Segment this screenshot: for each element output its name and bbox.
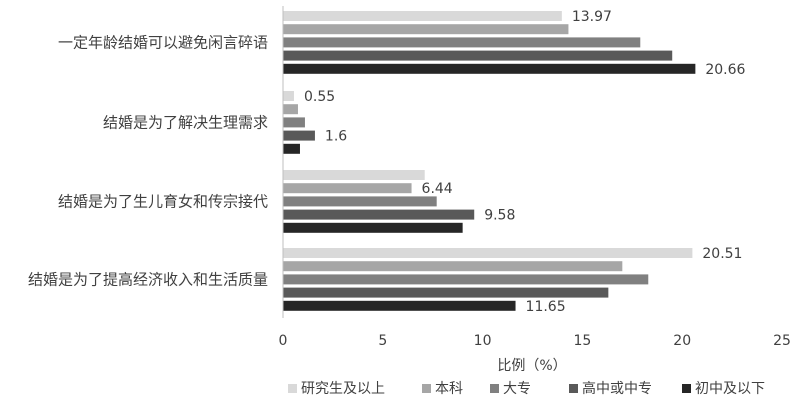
bar <box>283 183 412 194</box>
data-label: 9.58 <box>484 208 515 224</box>
x-tick-label: 15 <box>573 333 591 349</box>
category-label: 一定年龄结婚可以避免闲言碎语 <box>58 33 268 51</box>
x-tick-label: 10 <box>474 333 492 349</box>
data-label: 13.97 <box>572 9 612 25</box>
bar <box>283 300 516 311</box>
bar <box>283 143 300 154</box>
legend-label: 本科 <box>435 381 463 397</box>
bar <box>283 91 294 101</box>
bar <box>283 104 298 115</box>
data-label: 20.51 <box>702 246 742 262</box>
bar <box>283 196 437 207</box>
legend-label: 研究生及以上 <box>301 381 385 397</box>
data-label: 0.55 <box>304 89 335 105</box>
bar <box>283 50 673 61</box>
x-tick-label: 25 <box>773 333 791 349</box>
bar <box>283 63 696 74</box>
category-label: 结婚是为了解决生理需求 <box>103 113 268 131</box>
bar <box>283 130 315 141</box>
bar <box>283 117 305 128</box>
bar <box>283 261 623 272</box>
category-label: 结婚是为了生儿育女和传宗接代 <box>58 192 268 210</box>
bar <box>283 11 562 21</box>
legend-label: 初中及以下 <box>695 380 765 397</box>
data-label: 6.44 <box>422 181 453 197</box>
x-tick-label: 0 <box>279 333 288 349</box>
bar <box>283 170 425 180</box>
data-label: 1.6 <box>325 129 347 145</box>
category-labels: 一定年龄结婚可以避免闲言碎语结婚是为了解决生理需求结婚是为了生儿育女和传宗接代结… <box>28 33 268 288</box>
x-axis-ticks: 0 5 10 15 20 25 <box>279 333 791 349</box>
legend-swatch <box>422 384 431 393</box>
x-tick-label: 20 <box>673 333 691 349</box>
data-label: 11.65 <box>526 299 566 315</box>
bar <box>283 248 693 258</box>
bar <box>283 209 475 220</box>
x-axis-label: 比例（%） <box>497 358 566 374</box>
bar <box>283 24 569 35</box>
legend: 研究生及以上 本科 大专 高中或中专 初中及以下 <box>288 380 765 397</box>
bar <box>283 222 463 233</box>
bar <box>283 287 609 298</box>
x-tick-label: 5 <box>378 333 387 349</box>
legend-swatch <box>288 384 297 393</box>
legend-swatch <box>682 384 691 393</box>
legend-label: 高中或中专 <box>582 380 652 397</box>
legend-swatch <box>569 384 578 393</box>
data-label: 20.66 <box>705 62 745 78</box>
bar <box>283 274 649 285</box>
category-label: 结婚是为了提高经济收入和生活质量 <box>28 270 268 288</box>
bar <box>283 37 641 48</box>
data-labels: 13.97 20.66 0.55 1.6 6.44 9.58 20.51 11.65 <box>304 9 746 315</box>
bars-layer <box>283 11 696 311</box>
legend-label: 大专 <box>503 381 531 397</box>
legend-swatch <box>490 384 499 393</box>
